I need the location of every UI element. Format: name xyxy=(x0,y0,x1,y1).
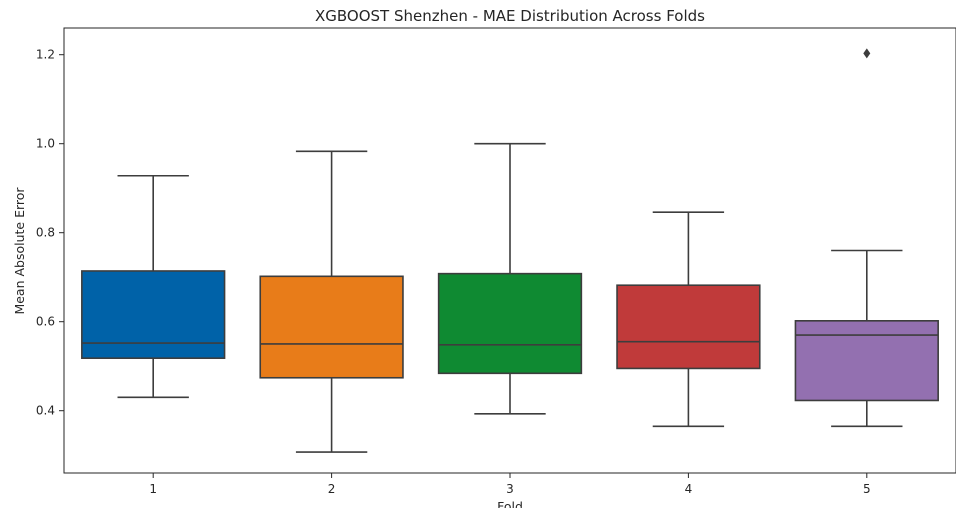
y-tick-label: 0.8 xyxy=(36,226,55,240)
box-fold-3 xyxy=(437,142,583,415)
x-axis-label: Fold xyxy=(497,499,523,508)
x-axis: 1 2 3 4 5 xyxy=(149,473,871,496)
iqr-box xyxy=(616,284,761,370)
x-tick-label: 4 xyxy=(685,482,693,496)
outlier-point xyxy=(863,48,871,59)
iqr-box xyxy=(259,275,404,379)
box-series xyxy=(81,48,939,453)
iqr-box xyxy=(794,320,939,402)
y-tick-label: 1.2 xyxy=(36,48,55,62)
x-tick-label: 3 xyxy=(506,482,514,496)
x-tick-label: 5 xyxy=(863,482,871,496)
y-axis-label: Mean Absolute Error xyxy=(12,187,27,315)
chart-title: XGBOOST Shenzhen - MAE Distribution Acro… xyxy=(315,7,705,25)
iqr-box xyxy=(81,270,226,359)
x-tick-label: 2 xyxy=(328,482,336,496)
y-tick-label: 0.4 xyxy=(36,404,55,418)
box-fold-2 xyxy=(259,150,404,453)
y-axis: 0.4 0.6 0.8 1.0 1.2 xyxy=(36,48,64,418)
y-tick-label: 1.0 xyxy=(36,137,55,151)
box-fold-4 xyxy=(616,211,761,428)
box-fold-1 xyxy=(81,174,226,399)
x-tick-label: 1 xyxy=(149,482,157,496)
box-fold-5 xyxy=(794,48,939,428)
y-tick-label: 0.6 xyxy=(36,315,55,329)
iqr-box xyxy=(437,272,583,375)
